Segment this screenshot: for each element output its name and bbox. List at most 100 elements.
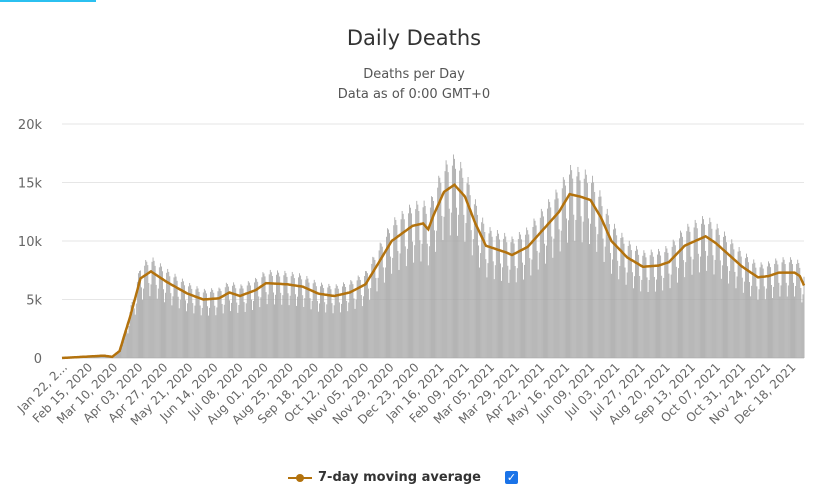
daily-death-bar — [468, 184, 470, 358]
daily-death-bar — [214, 305, 216, 358]
daily-death-bar — [381, 246, 383, 358]
daily-death-bar — [792, 264, 793, 358]
legend-item-moving-average[interactable]: 7-day moving average ✓ — [288, 470, 518, 485]
daily-death-bar — [126, 330, 128, 358]
daily-death-bar — [690, 256, 692, 358]
daily-death-bar — [696, 228, 698, 358]
daily-death-bar — [388, 229, 389, 358]
daily-death-bar — [562, 177, 564, 358]
daily-death-bar — [400, 219, 402, 358]
daily-death-bar — [225, 282, 227, 358]
daily-death-bar — [788, 262, 790, 358]
daily-death-bar — [801, 302, 803, 358]
daily-death-bar — [157, 288, 159, 358]
daily-death-bar — [507, 265, 509, 358]
daily-death-bar — [105, 356, 107, 358]
daily-death-bar — [665, 246, 667, 358]
daily-death-bar — [370, 288, 372, 358]
daily-death-bar — [739, 250, 741, 358]
daily-death-bar — [232, 285, 234, 358]
daily-death-bar — [398, 269, 400, 358]
daily-death-bar — [289, 295, 291, 358]
daily-death-bar — [800, 287, 802, 358]
daily-death-bar — [208, 315, 209, 358]
daily-death-bar — [226, 283, 228, 358]
daily-death-bar — [418, 211, 420, 358]
daily-death-bar — [154, 265, 156, 358]
daily-death-bar — [238, 304, 240, 358]
daily-death-bar — [581, 242, 583, 358]
daily-death-bar — [612, 259, 613, 358]
legend-label: 7-day moving average — [318, 470, 481, 485]
daily-death-bar — [508, 282, 510, 358]
daily-death-bar — [803, 276, 805, 358]
daily-death-bar — [328, 283, 330, 358]
daily-death-bar — [410, 207, 411, 358]
daily-death-bar — [687, 223, 689, 358]
daily-death-bar — [439, 177, 441, 358]
daily-death-bar — [759, 267, 761, 358]
daily-death-bar — [271, 276, 273, 358]
legend-checkbox[interactable]: ✓ — [504, 471, 518, 484]
daily-death-bar — [319, 303, 320, 358]
daily-death-bar — [667, 252, 669, 358]
daily-death-bar — [557, 198, 559, 358]
daily-death-bar — [776, 260, 778, 358]
daily-death-bar — [270, 272, 272, 358]
daily-death-bar — [783, 259, 785, 358]
daily-death-bar — [660, 255, 662, 358]
daily-death-bar — [202, 292, 204, 358]
daily-death-bar — [277, 270, 279, 358]
daily-death-bar — [748, 262, 749, 358]
daily-death-bar — [390, 256, 392, 358]
daily-death-bar — [448, 208, 450, 358]
daily-death-bar — [789, 257, 791, 358]
daily-death-bar — [485, 259, 487, 358]
daily-death-bar — [194, 305, 196, 358]
daily-death-bar — [611, 273, 612, 358]
daily-death-bar — [715, 229, 717, 358]
daily-death-bar — [744, 258, 746, 358]
daily-death-bar — [365, 271, 366, 358]
daily-death-bar — [392, 257, 394, 358]
daily-death-bar — [170, 293, 172, 358]
daily-death-bar — [732, 243, 734, 358]
daily-death-bar — [222, 313, 224, 358]
daily-death-bar — [136, 281, 138, 358]
daily-death-bar — [399, 253, 401, 358]
daily-death-bar — [658, 248, 659, 358]
daily-death-bar — [437, 187, 439, 358]
daily-death-bar — [656, 279, 657, 358]
daily-death-bar — [645, 257, 647, 358]
daily-death-bar — [330, 289, 332, 358]
daily-death-bar — [511, 236, 513, 358]
daily-death-bar — [278, 272, 280, 358]
daily-death-bar — [577, 166, 579, 358]
daily-death-bar — [537, 269, 539, 358]
daily-death-bar — [584, 169, 586, 358]
daily-death-bar — [334, 288, 336, 358]
daily-death-bar — [427, 265, 429, 358]
daily-death-bar — [167, 268, 169, 358]
daily-death-bar — [734, 271, 736, 358]
daily-death-bar — [657, 254, 658, 358]
daily-death-bar — [506, 242, 508, 358]
daily-death-bar — [282, 295, 284, 358]
daily-death-bar — [229, 300, 230, 358]
daily-death-bar — [604, 246, 606, 358]
daily-death-bar — [473, 204, 475, 358]
daily-death-bar — [625, 284, 627, 358]
daily-death-bar — [596, 251, 598, 358]
daily-death-bar — [130, 305, 132, 358]
daily-death-bar — [406, 248, 408, 358]
daily-death-bar — [703, 219, 704, 358]
daily-death-bar — [142, 299, 144, 358]
daily-death-bar — [412, 241, 414, 358]
daily-death-bar — [561, 188, 563, 358]
daily-death-bar — [198, 291, 200, 358]
daily-death-bar — [685, 262, 687, 358]
daily-death-bar — [530, 275, 532, 358]
daily-death-bar — [294, 294, 296, 358]
daily-death-bar — [317, 311, 319, 358]
daily-death-bar — [236, 302, 238, 358]
